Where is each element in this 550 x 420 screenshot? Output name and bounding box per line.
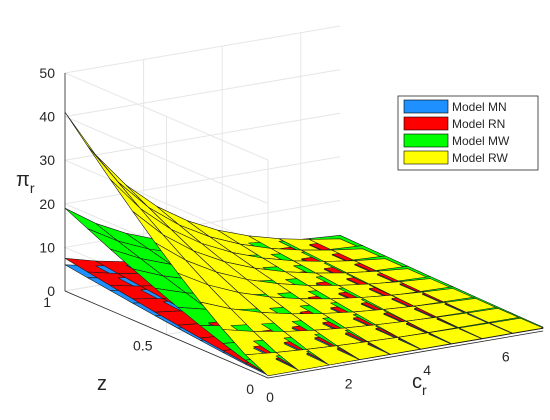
x-axis-label: cr [412,371,427,398]
z-axis-label: πr [16,169,35,196]
y-tick-label: 0 [246,381,254,397]
legend-label-model-mw: Model MW [452,134,510,148]
legend-swatch-model-rn [403,116,449,131]
legend-swatch-model-rw [403,150,449,165]
z-tick-label: 0 [47,283,55,299]
surface-patch-model-rw [489,317,544,334]
z-axis-label-subscript: r [30,180,35,196]
surface-layer [64,111,544,377]
y-axis-label: z [97,373,107,395]
z-tick-label: 30 [39,152,55,168]
z-tick-label: 10 [39,239,55,255]
legend-swatch-model-mn [403,99,449,114]
x-tick-label: 2 [345,376,353,392]
x-tick-label: 6 [502,349,510,365]
legend-label-model-rw: Model RW [452,151,508,165]
z-tick-label: 50 [39,65,55,81]
x-tick-label: 4 [423,362,431,378]
legend: Model MN Model RN Model MW Model RW [397,95,539,171]
y-axis-line [64,290,269,379]
z-tick-label: 20 [39,196,55,212]
legend-label-model-rn: Model RN [452,117,505,131]
y-tick-label: 0.5 [133,338,153,354]
y-tick-label: 1 [43,294,51,310]
legend-label-model-mn: Model MN [452,100,507,114]
back-wall-rear [65,26,341,291]
x-axis-label-subscript: r [422,382,427,398]
z-tick-label: 40 [39,109,55,125]
x-axis-line [267,330,544,379]
legend-swatch-model-mw [403,133,449,148]
x-tick-label: 0 [266,389,274,405]
